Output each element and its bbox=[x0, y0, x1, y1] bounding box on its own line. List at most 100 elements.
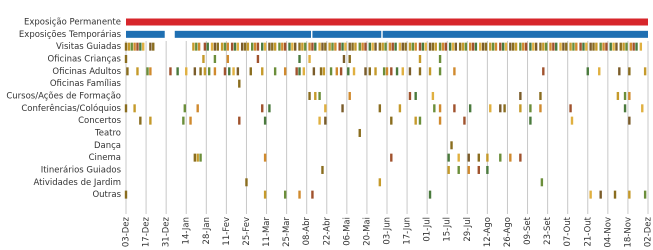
event-mark bbox=[582, 42, 585, 51]
event-mark bbox=[539, 91, 542, 100]
event-mark bbox=[321, 165, 324, 174]
event-mark bbox=[411, 42, 415, 51]
event-mark bbox=[586, 67, 589, 76]
event-mark bbox=[245, 178, 248, 187]
event-mark bbox=[213, 54, 217, 63]
event-mark bbox=[378, 42, 382, 51]
event-mark bbox=[481, 42, 485, 51]
event-mark bbox=[562, 42, 565, 51]
event-mark bbox=[398, 104, 402, 113]
row-label: Visitas Guiadas bbox=[56, 42, 122, 52]
event-mark bbox=[532, 42, 535, 51]
event-mark bbox=[625, 42, 628, 51]
event-mark bbox=[341, 42, 344, 51]
event-mark bbox=[635, 42, 638, 51]
event-mark bbox=[447, 165, 450, 174]
event-mark bbox=[253, 42, 257, 51]
x-tick-label: 22-Abr bbox=[322, 216, 332, 245]
event-mark bbox=[384, 42, 387, 51]
row-label: Concertos bbox=[78, 116, 121, 126]
event-mark bbox=[136, 67, 139, 76]
event-mark bbox=[438, 104, 442, 113]
event-mark bbox=[555, 42, 558, 51]
period-bar bbox=[126, 18, 648, 26]
event-mark bbox=[193, 67, 197, 76]
row-label: Oficinas Adultos bbox=[52, 67, 121, 77]
event-mark bbox=[273, 67, 277, 76]
event-mark bbox=[183, 104, 186, 113]
event-mark bbox=[484, 42, 488, 51]
event-mark bbox=[236, 67, 240, 76]
event-mark bbox=[585, 42, 588, 51]
event-mark bbox=[347, 67, 350, 76]
x-tick-label: 11-Fev bbox=[222, 217, 232, 246]
event-mark bbox=[291, 42, 294, 51]
event-mark bbox=[142, 42, 145, 51]
event-mark bbox=[615, 42, 618, 51]
x-tick-label: 25-Fev bbox=[242, 217, 252, 246]
event-mark bbox=[139, 116, 142, 125]
event-mark bbox=[575, 42, 578, 51]
event-mark bbox=[381, 42, 384, 51]
event-mark bbox=[613, 190, 617, 199]
event-mark bbox=[579, 42, 582, 51]
x-tick-label: 18-Nov bbox=[623, 217, 633, 247]
event-mark bbox=[524, 42, 528, 51]
event-mark bbox=[643, 190, 647, 199]
event-mark bbox=[339, 67, 343, 76]
event-mark bbox=[598, 67, 601, 76]
event-mark bbox=[203, 67, 207, 76]
event-mark bbox=[467, 153, 470, 162]
event-mark bbox=[298, 54, 301, 63]
event-mark bbox=[281, 42, 284, 51]
x-tick-label: 21-Out bbox=[583, 216, 593, 246]
event-mark bbox=[391, 42, 394, 51]
x-tick-label: 06-Mai bbox=[342, 217, 352, 246]
event-mark bbox=[226, 54, 230, 63]
row-label: Conferências/Colóquios bbox=[21, 103, 121, 114]
x-tick-label: 11-Mar bbox=[262, 216, 272, 246]
event-mark bbox=[220, 42, 224, 51]
event-mark bbox=[232, 67, 235, 76]
event-mark bbox=[504, 42, 508, 51]
event-mark bbox=[322, 67, 326, 76]
event-mark bbox=[552, 42, 555, 51]
event-mark bbox=[126, 67, 129, 76]
event-mark bbox=[599, 190, 602, 199]
event-mark bbox=[308, 91, 311, 100]
event-mark bbox=[408, 42, 412, 51]
event-mark bbox=[408, 91, 412, 100]
event-mark bbox=[199, 153, 202, 162]
event-mark bbox=[361, 42, 364, 51]
event-mark bbox=[609, 42, 612, 51]
event-mark bbox=[549, 42, 552, 51]
event-mark bbox=[263, 190, 267, 199]
event-mark bbox=[206, 42, 209, 51]
event-mark bbox=[618, 67, 621, 76]
event-mark bbox=[295, 67, 298, 76]
event-mark bbox=[348, 91, 351, 100]
event-mark bbox=[612, 42, 615, 51]
event-mark bbox=[312, 67, 316, 76]
event-mark bbox=[213, 42, 217, 51]
event-mark bbox=[233, 42, 237, 51]
x-tick-label: 28-Jan bbox=[202, 217, 212, 244]
event-mark bbox=[263, 116, 267, 125]
event-mark bbox=[589, 42, 592, 51]
event-mark bbox=[540, 178, 544, 187]
event-mark bbox=[261, 42, 264, 51]
x-tick-label: 04-Nov bbox=[603, 217, 613, 247]
event-mark bbox=[468, 104, 472, 113]
event-mark bbox=[491, 42, 495, 51]
event-mark bbox=[368, 67, 371, 76]
event-mark bbox=[324, 42, 327, 51]
event-mark bbox=[404, 42, 407, 51]
event-mark bbox=[354, 42, 357, 51]
event-mark bbox=[189, 116, 192, 125]
event-mark bbox=[328, 42, 331, 51]
event-mark bbox=[382, 67, 386, 76]
event-mark bbox=[202, 54, 205, 63]
event-mark bbox=[193, 153, 197, 162]
event-mark bbox=[441, 42, 445, 51]
event-mark bbox=[374, 67, 377, 76]
